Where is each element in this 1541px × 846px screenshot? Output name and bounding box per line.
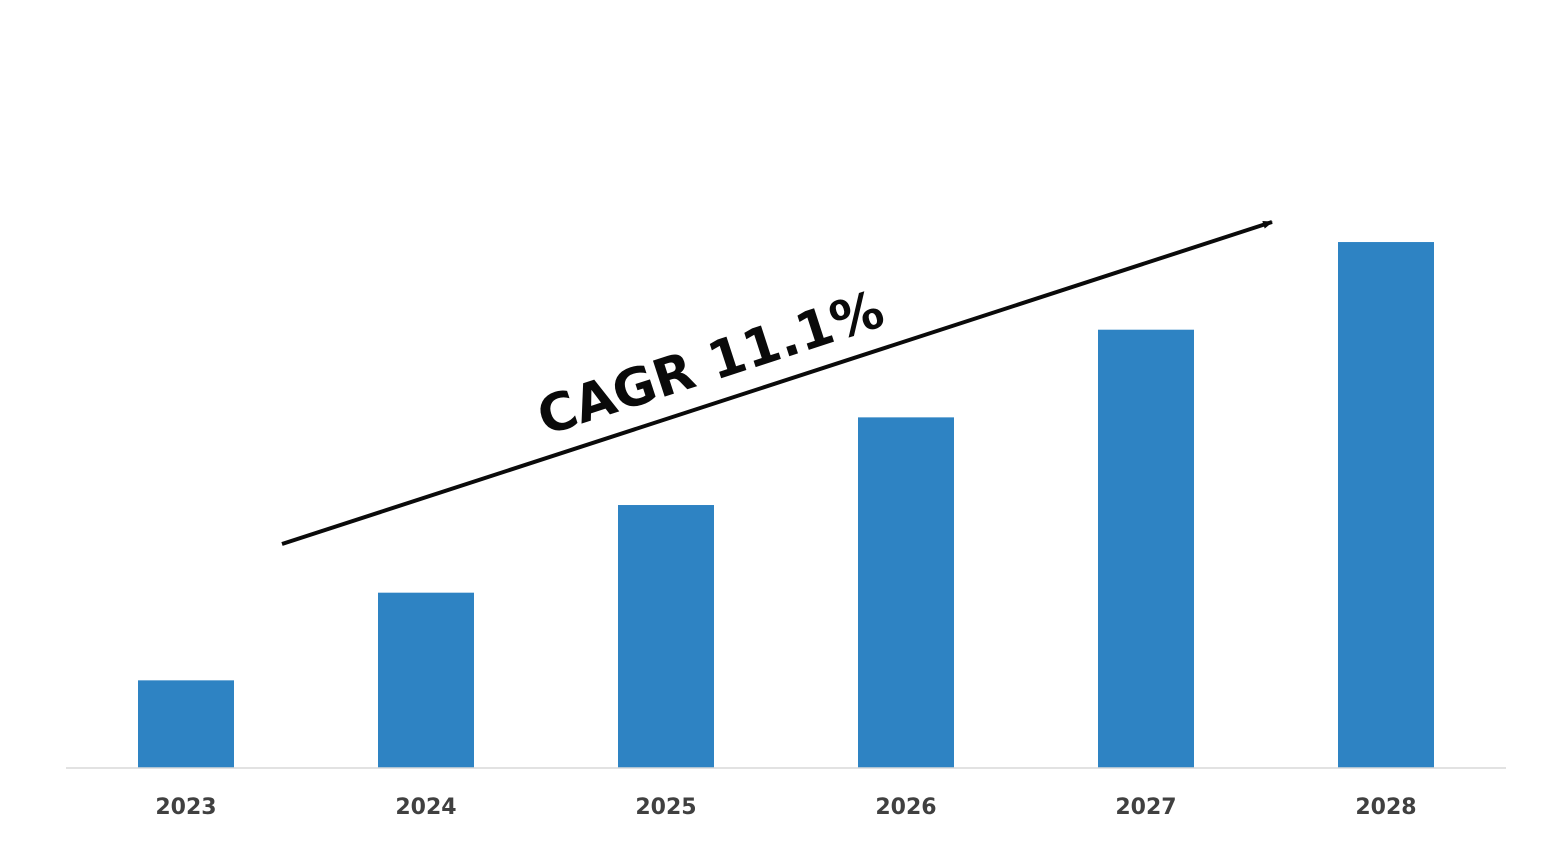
bar-2024 — [378, 592, 474, 768]
bar-2025 — [618, 505, 714, 768]
bar-2027 — [1098, 329, 1194, 768]
cagr-trend-arrow — [281, 220, 1273, 546]
bar-2023 — [138, 680, 234, 768]
bars — [138, 242, 1434, 769]
x-tick-label: 2026 — [875, 795, 936, 820]
x-tick-label: 2027 — [1115, 795, 1176, 820]
bar-2026 — [858, 417, 954, 768]
bar-2028 — [1338, 242, 1434, 769]
x-tick-labels: 2023 2024 2025 2026 2027 2028 — [155, 795, 1416, 820]
x-tick-label: 2024 — [395, 795, 456, 820]
x-tick-label: 2028 — [1355, 795, 1416, 820]
x-tick-label: 2025 — [635, 795, 696, 820]
x-tick-label: 2023 — [155, 795, 216, 820]
